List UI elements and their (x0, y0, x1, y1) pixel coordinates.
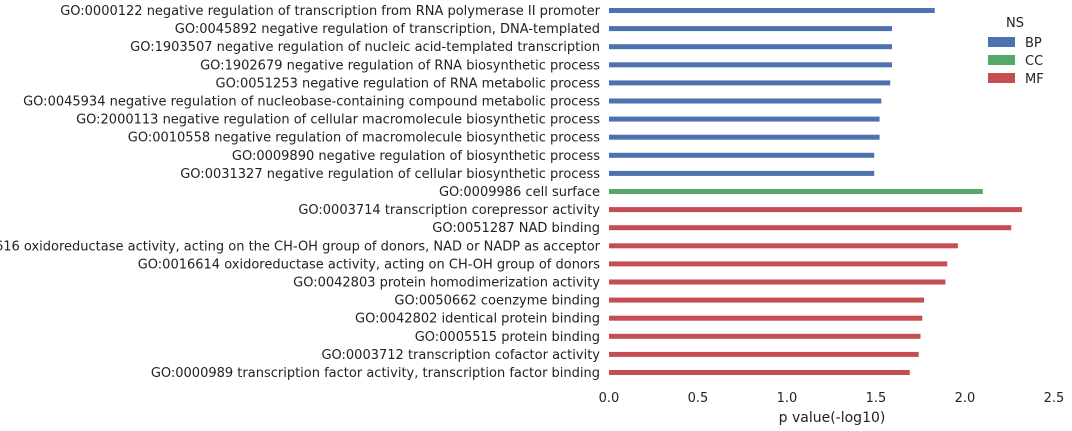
bar-mf (609, 315, 923, 321)
bar-bp (609, 8, 935, 13)
x-tick-label: 0.5 (688, 391, 709, 406)
category-label: GO:0000122 negative regulation of transc… (60, 4, 600, 19)
x-tick-label: 1.5 (866, 391, 887, 406)
bars (609, 8, 1022, 375)
category-label: GO:0009986 cell surface (439, 185, 600, 200)
category-label: GO:0042802 identical protein binding (355, 312, 600, 327)
bar-bp (609, 26, 893, 32)
legend-title: NS (1006, 16, 1024, 31)
bar-mf (609, 243, 958, 249)
category-label: GO:2000113 negative regulation of cellul… (76, 113, 600, 128)
legend-label-mf: MF (1025, 72, 1044, 87)
category-label: GO:1903507 negative regulation of nuclei… (130, 40, 600, 55)
category-label: GO:1902679 negative regulation of RNA bi… (200, 58, 600, 73)
category-label: GO:0016616 oxidoreductase activity, acti… (0, 239, 601, 254)
x-axis-title: p value(-log10) (779, 410, 886, 426)
category-label: GO:0051253 negative regulation of RNA me… (216, 76, 601, 91)
bar-mf (609, 261, 948, 267)
bar-bp (609, 134, 880, 140)
category-labels: GO:0000122 negative regulation of transc… (0, 4, 601, 381)
category-label: GO:0045934 negative regulation of nucleo… (23, 95, 600, 110)
category-label: GO:0042803 protein homodimerization acti… (293, 276, 600, 291)
category-label: GO:0010558 negative regulation of macrom… (128, 131, 600, 146)
category-label: GO:0000989 transcription factor activity… (151, 366, 600, 381)
legend-swatch-cc (988, 55, 1015, 65)
category-label: GO:0003712 transcription cofactor activi… (321, 348, 600, 363)
legend-label-bp: BP (1025, 36, 1042, 51)
bar-mf (609, 351, 919, 357)
bar-mf (609, 279, 946, 285)
bar-bp (609, 98, 882, 104)
bar-mf (609, 225, 1012, 231)
bar-mf (609, 297, 925, 303)
legend-swatch-mf (988, 73, 1015, 83)
bar-bp (609, 62, 893, 68)
x-axis-ticks: 0.0 0.5 1.0 1.5 2.0 2.5 (599, 391, 1065, 406)
category-label: GO:0009890 negative regulation of biosyn… (232, 149, 600, 164)
x-tick-label: 2.0 (955, 391, 976, 406)
category-label: GO:0003714 transcription corepressor act… (298, 203, 600, 218)
bar-bp (609, 44, 893, 50)
legend-swatch-bp (988, 37, 1015, 47)
bar-mf (609, 207, 1022, 213)
legend-label-cc: CC (1025, 54, 1043, 69)
x-tick-label: 0.0 (599, 391, 620, 406)
bar-mf (609, 370, 910, 375)
x-tick-label: 1.0 (777, 391, 798, 406)
x-tick-label: 2.5 (1044, 391, 1065, 406)
legend: NS BP CC MF (988, 16, 1044, 87)
category-label: GO:0045892 negative regulation of transc… (175, 22, 600, 37)
bar-bp (609, 116, 880, 122)
bar-mf (609, 333, 921, 339)
category-label: GO:0050662 coenzyme binding (394, 294, 600, 309)
bar-cc (609, 189, 983, 194)
category-label: GO:0051287 NAD binding (432, 221, 600, 236)
category-label: GO:0005515 protein binding (415, 330, 600, 345)
bar-bp (609, 170, 875, 176)
bar-bp (609, 152, 875, 158)
category-label: GO:0016614 oxidoreductase activity, acti… (138, 257, 601, 272)
bar-bp (609, 80, 891, 86)
category-label: GO:0031327 negative regulation of cellul… (180, 167, 600, 182)
